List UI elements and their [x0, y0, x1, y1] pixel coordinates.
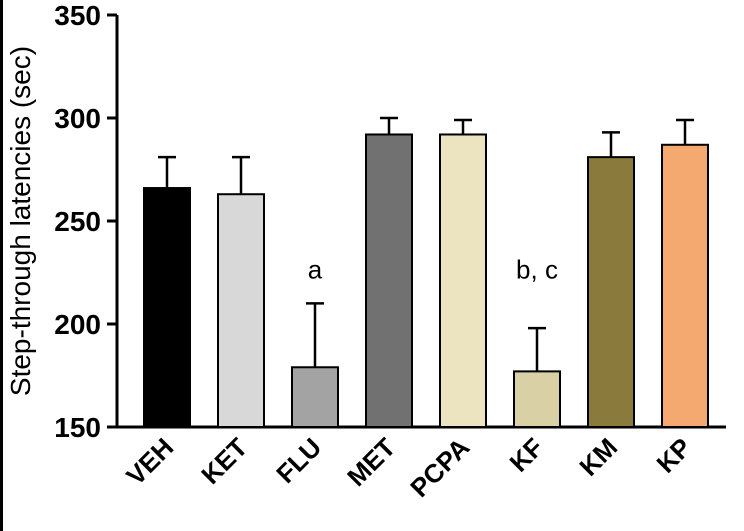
y-tick-label: 150: [54, 412, 101, 443]
bar-flu: [291, 366, 339, 429]
category-label: MET: [341, 432, 401, 492]
annotation-text: a: [308, 255, 323, 285]
annotation-text: b, c: [516, 255, 558, 285]
category-label: KM: [573, 432, 623, 482]
y-tick-label: 200: [54, 309, 101, 340]
bar-pcpa: [439, 133, 487, 428]
y-tick-label: 350: [54, 0, 101, 31]
bar-km: [587, 156, 635, 428]
bar-kp: [661, 143, 709, 428]
category-label: KP: [650, 432, 697, 479]
y-axis-label: Step-through latencies (sec): [5, 46, 36, 396]
bar-veh: [143, 187, 191, 428]
category-label: PCPA: [404, 432, 475, 503]
bar-met: [365, 133, 413, 428]
y-tick-label: 300: [54, 103, 101, 134]
category-label: VEH: [120, 432, 179, 491]
category-label: KF: [504, 432, 550, 478]
category-label: FLU: [270, 432, 327, 489]
y-tick-label: 250: [54, 206, 101, 237]
bar-ket: [217, 193, 265, 428]
bar-kf: [513, 370, 561, 429]
category-label: KET: [195, 432, 253, 490]
